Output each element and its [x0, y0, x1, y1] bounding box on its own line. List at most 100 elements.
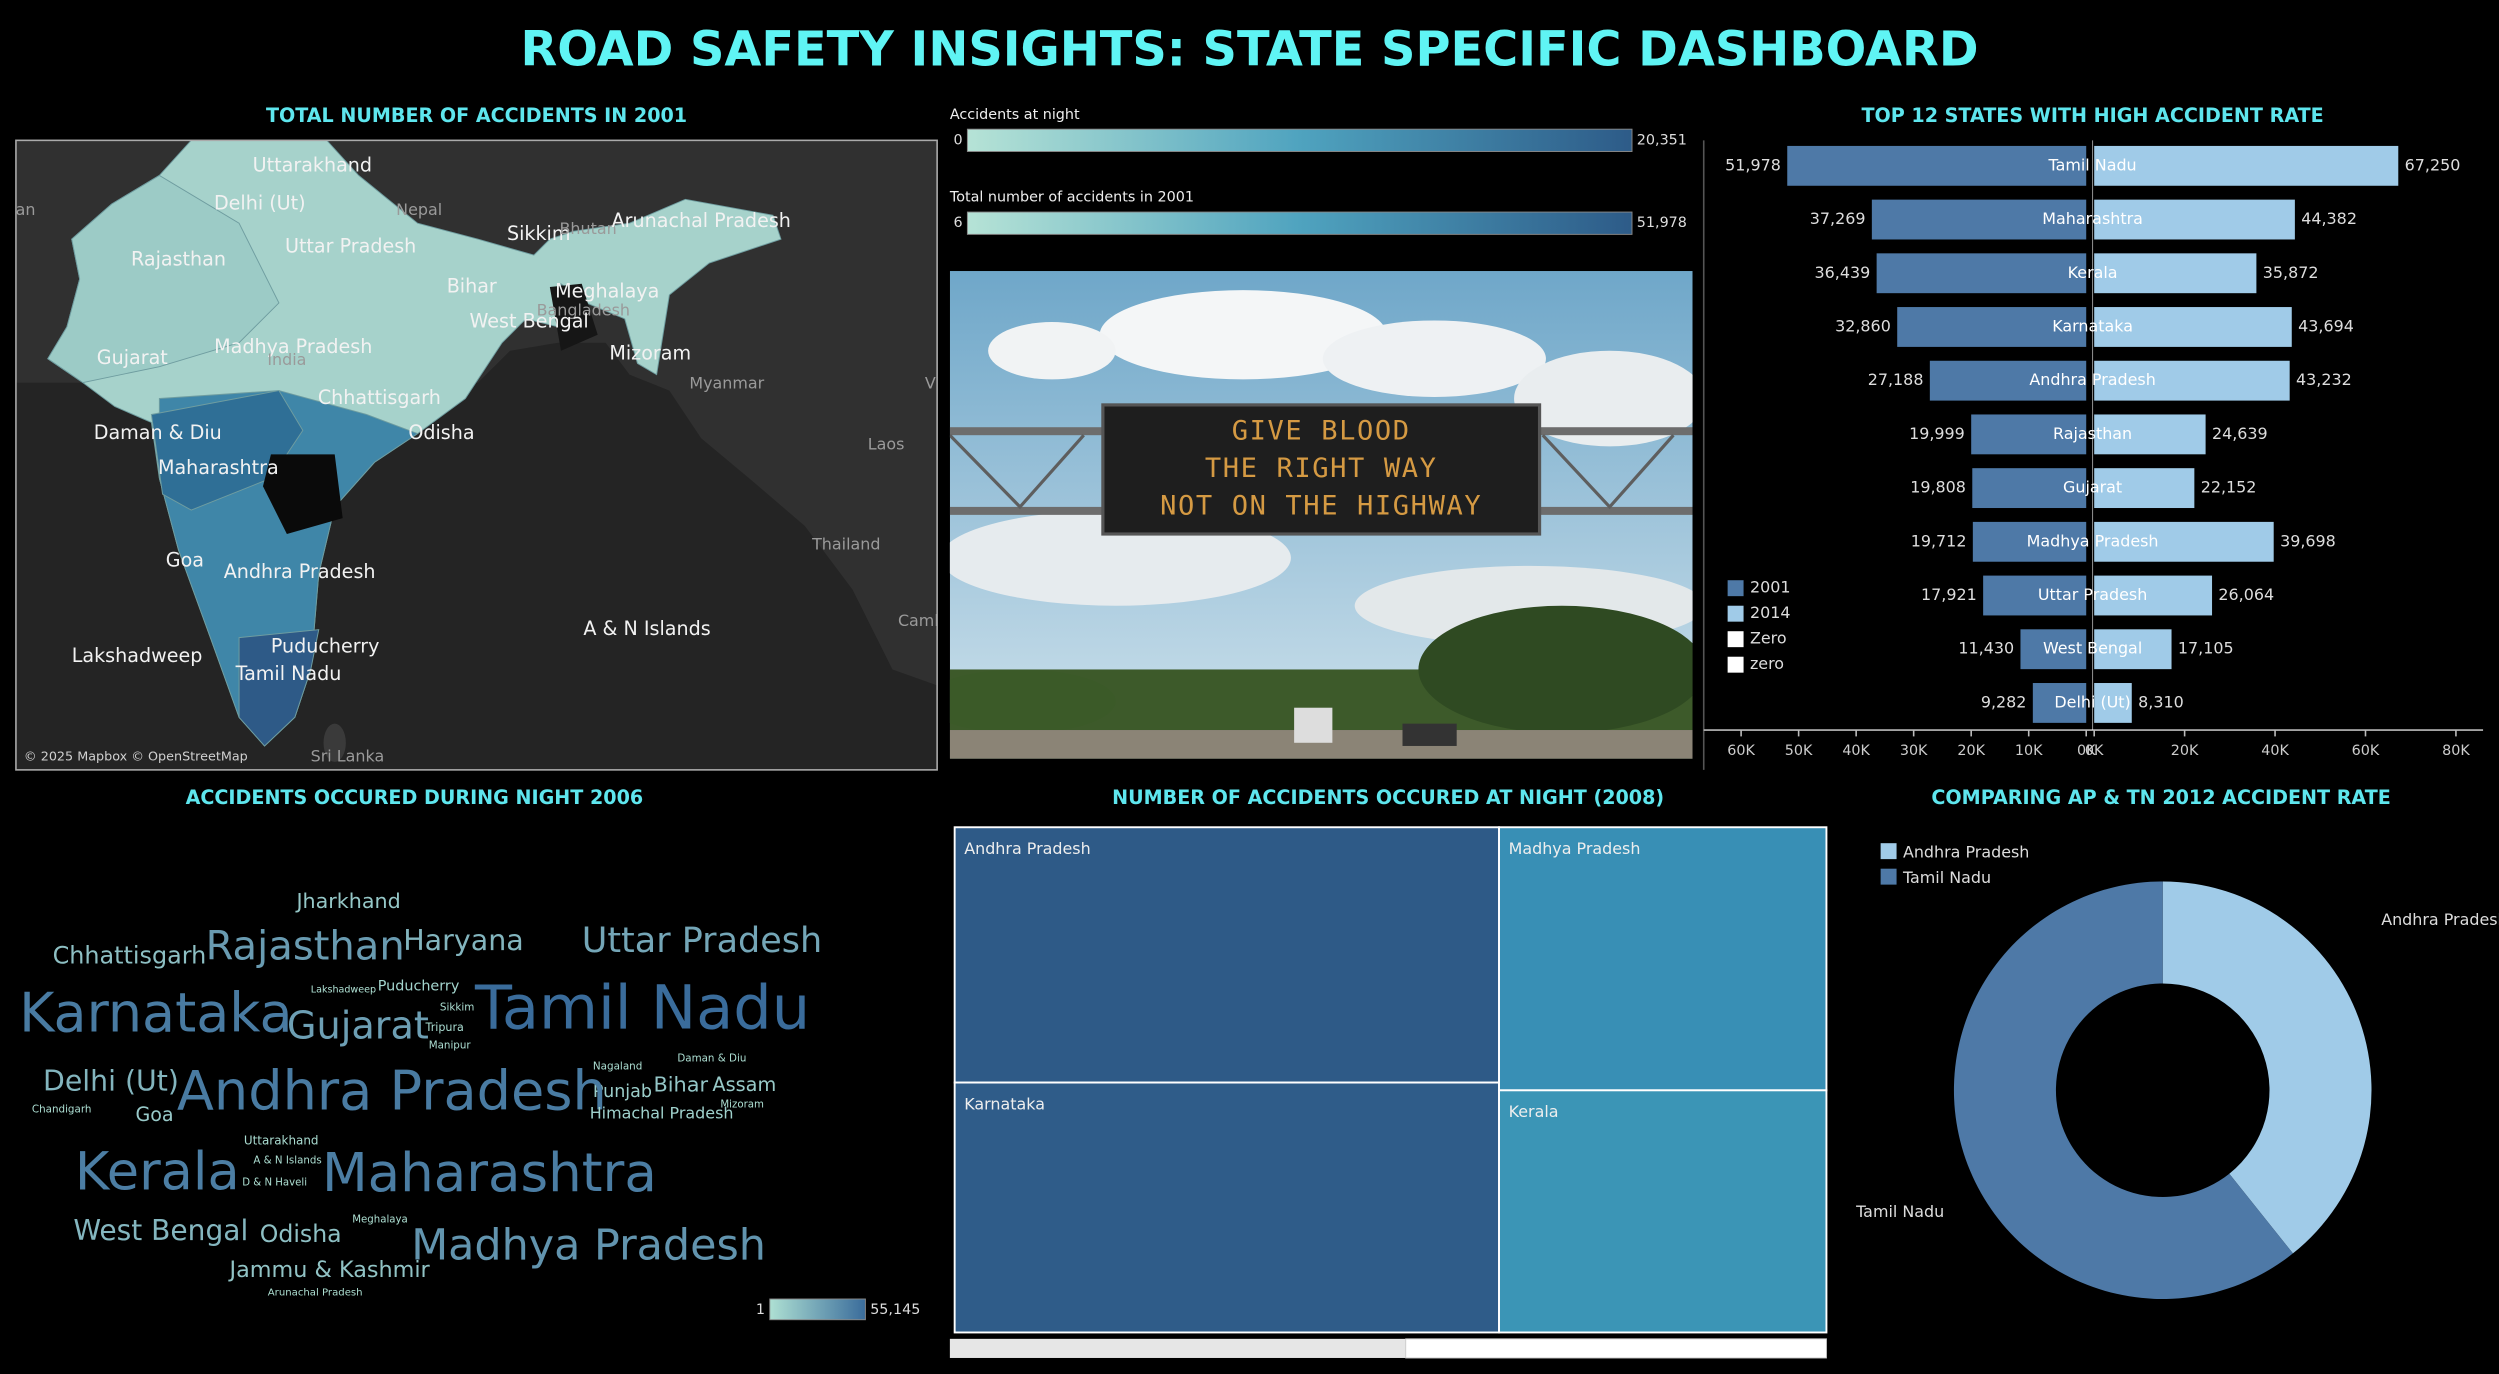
scrollbar-track — [1405, 1338, 1827, 1359]
x-tick-label: 20K — [2171, 743, 2199, 759]
word: Jharkhand — [294, 889, 400, 913]
bar — [2020, 629, 2087, 670]
panel-title: TOP 12 STATES WITH HIGH ACCIDENT RATE — [1861, 104, 2323, 127]
word: Manipur — [429, 1040, 472, 1052]
word: Delhi (Ut) — [43, 1064, 179, 1097]
legend-label: Andhra Pradesh — [1903, 842, 2029, 861]
word: Bihar — [653, 1072, 708, 1096]
x-tick-label: 0K — [2085, 743, 2104, 759]
map: Uttarakhand Delhi (Ut) Nepal SikkimBhutanAr… — [15, 140, 940, 770]
map-label: an — [16, 200, 36, 219]
scrollbar-thumb — [949, 1338, 1406, 1358]
word: Kerala — [75, 1141, 240, 1202]
color-ramp — [966, 128, 1633, 152]
sign-text: NOT ON THE HIGHWAY — [1160, 490, 1482, 521]
word: Tamil Nadu — [474, 974, 810, 1044]
map-label: Arunachal Pradesh — [612, 209, 791, 232]
map-label: Goa — [166, 549, 204, 572]
legend-swatch — [1880, 843, 1897, 860]
word: Meghalaya — [352, 1214, 408, 1225]
word: Rajasthan — [206, 923, 405, 969]
value-label: 11,430 — [1958, 639, 2014, 658]
value-label: 8,310 — [2138, 692, 2184, 711]
donut-slice — [2162, 881, 2372, 1254]
legend-swatch — [1727, 580, 1744, 597]
cell-label: Karnataka — [964, 1094, 1045, 1113]
word: Jammu & Kashmir — [228, 1257, 431, 1283]
map-label: Chhattisgarh — [318, 386, 441, 409]
region — [47, 174, 280, 384]
x-tick-label: 40K — [2261, 743, 2289, 759]
value-label: 9,282 — [1981, 692, 2027, 711]
region — [262, 454, 343, 534]
cell-label: Kerala — [1509, 1102, 1559, 1121]
slice-label: Tamil Nadu — [1855, 1202, 1944, 1221]
legend-label: Tamil Nadu — [1902, 868, 1991, 887]
map-label: Delhi (Ut) — [214, 192, 306, 215]
map-label: Puducherry — [271, 635, 380, 658]
map-label: Vi — [925, 374, 940, 393]
treemap-cell — [1498, 1089, 1828, 1334]
bar — [2094, 307, 2292, 347]
bar — [1897, 307, 2087, 347]
word: Himachal Pradesh — [590, 1104, 734, 1123]
sign — [1101, 403, 1542, 536]
legend-min: 0 — [954, 132, 963, 148]
bar — [1787, 145, 2087, 186]
map-label: Uttar Pradesh — [285, 235, 416, 258]
car — [1402, 723, 1457, 746]
word: Nagaland — [593, 1060, 642, 1072]
cell-label: Madhya Pradesh — [1509, 839, 1641, 858]
legend-min: 1 — [756, 1302, 765, 1318]
word: Lakshadweep — [311, 984, 376, 995]
cloud — [988, 322, 1116, 380]
cell-label: Andhra Pradesh — [964, 839, 1090, 858]
word: Arunachal Pradesh — [268, 1288, 363, 1299]
x-tick-label: 30K — [1900, 743, 1928, 759]
value-label: 17,105 — [2178, 639, 2234, 658]
value-label: 37,269 — [1810, 209, 1866, 228]
x-tick-label: 50K — [1785, 743, 1813, 759]
word: Andhra Pradesh — [177, 1060, 607, 1123]
cloud — [1514, 350, 1693, 447]
map-label: Laos — [868, 434, 905, 453]
map-label: Madhya Pradesh — [214, 335, 372, 358]
word: Karnataka — [19, 982, 292, 1045]
bar — [2094, 414, 2206, 455]
panel-title: COMPARING AP & TN 2012 ACCIDENT RATE — [1931, 786, 2390, 809]
bar — [2094, 145, 2399, 186]
value-label: 43,232 — [2296, 370, 2352, 389]
map-label: Bangladesh — [537, 300, 630, 319]
legend-label: 2001 — [1750, 578, 1791, 597]
region — [238, 629, 320, 747]
x-tick-label: 60K — [1727, 743, 1755, 759]
panel-title: NUMBER OF ACCIDENTS OCCURED AT NIGHT (20… — [1112, 786, 1664, 809]
value-label: 27,188 — [1868, 370, 1924, 389]
trees — [1418, 605, 1693, 734]
value-label: 19,808 — [1910, 478, 1966, 497]
map-label: Lakshadweep — [72, 644, 203, 667]
treemap-cell — [1498, 826, 1828, 1092]
word: Puducherry — [378, 979, 460, 995]
value-label: 67,250 — [2405, 155, 2461, 174]
word: Maharashtra — [322, 1142, 657, 1204]
map-label: West Bengal — [470, 310, 589, 333]
x-tick-label: 20K — [1957, 743, 1985, 759]
photo: GIVE BLOOD THE RIGHT WAY NOT ON THE HIGHWA… — [949, 271, 1693, 759]
word: Mizoram — [720, 1100, 764, 1111]
map-label: India — [267, 350, 306, 369]
category-label: Tamil Nadu — [2048, 155, 2137, 174]
bar — [2094, 468, 2195, 509]
value-label: 44,382 — [2301, 209, 2357, 228]
bar — [2094, 199, 2295, 240]
map-label: Myanmar — [689, 374, 764, 393]
word: Assam — [712, 1073, 776, 1096]
map-label: Andhra Pradesh — [224, 560, 376, 583]
map-label: Mizoram — [609, 341, 691, 364]
legend-max: 51,978 — [1637, 215, 1687, 231]
value-label: 39,698 — [2280, 531, 2336, 550]
map-label: Bihar — [447, 274, 497, 297]
word: D & N Haveli — [242, 1178, 307, 1189]
map-label: Daman & Diu — [94, 421, 222, 444]
